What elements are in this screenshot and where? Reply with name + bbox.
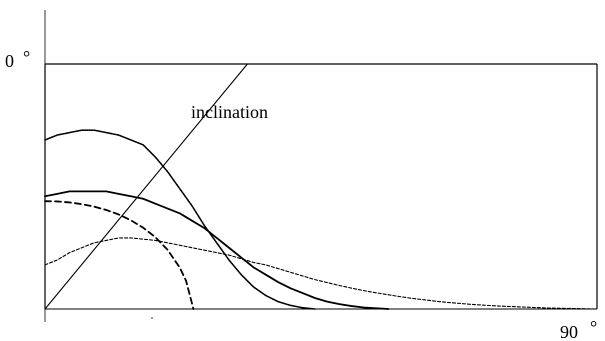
x-right-degree-symbol: °: [590, 317, 597, 337]
series-1-line: [44, 129, 316, 310]
y-top-tick-label: 0: [5, 51, 14, 71]
x-right-tick-label: 90: [560, 322, 578, 341]
annotation-inclination: inclination: [191, 102, 268, 122]
y-top-degree-symbol: °: [23, 47, 30, 67]
axes: [44, 10, 598, 322]
series-layer: [44, 63, 598, 310]
series-3-line: [44, 237, 598, 310]
series-2-line: [44, 190, 390, 310]
series-5-line: [44, 63, 248, 310]
series-4-line: [44, 200, 195, 310]
